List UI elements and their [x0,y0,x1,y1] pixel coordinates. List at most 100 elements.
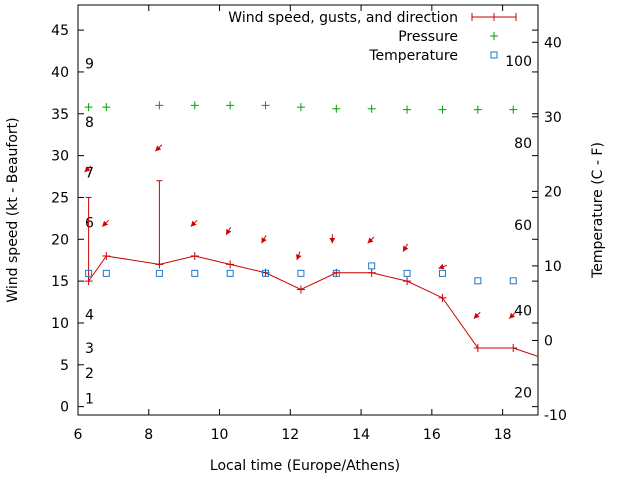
y2-tick-label: 40 [544,35,562,51]
y-tick-label: 0 [60,400,69,416]
y-tick-label: 40 [51,65,69,81]
x-tick-label: 6 [74,427,83,443]
pressure-point [102,103,111,112]
y2-tick-label: 10 [544,259,562,275]
beaufort-label: 2 [85,366,94,382]
pressure-point [296,103,305,112]
x-tick-label: 10 [211,427,229,443]
temperature-point [403,269,411,277]
pressure-point [509,105,518,114]
beaufort-label: 3 [85,341,94,357]
beaufort-label: 6 [85,216,94,232]
pressure-point [155,101,164,110]
temperature-point [509,277,517,285]
y2-tick-label: -10 [544,408,567,424]
pressure-point [473,105,482,114]
pressure-point [438,105,447,114]
pressure-point [226,101,235,110]
x-tick-label: 16 [423,427,441,443]
legend-label: Wind speed, gusts, and direction [228,10,458,26]
temperature-point [474,277,482,285]
pressure-point [84,103,93,112]
temperature-point [85,269,93,277]
wind-speed-line [88,255,538,357]
temperature-point [297,269,305,277]
y2-tick-label: 20 [544,184,562,200]
wind-point [438,293,447,302]
y-axis-left: 0 5 10 15 20 25 30 35 40 45 [51,23,538,416]
fahrenheit-label: 100 [505,54,532,70]
wind-direction-arrow-head [190,220,197,227]
fahrenheit-label: 20 [514,386,532,402]
pressure-point [190,101,199,110]
wind-point [296,285,305,294]
wind-direction-arrow-head [438,263,445,270]
wind-direction-arrow-head [155,145,162,152]
y-tick-label: 30 [51,149,69,165]
plot-frame [77,4,539,416]
wind-direction-arrow-head [261,237,267,244]
wind-point [367,268,376,277]
pressure-point [261,101,270,110]
fahrenheit-label: 60 [514,218,532,234]
y-axis-right: -10 0 10 20 30 40 [532,35,567,424]
wind-direction-arrow-head [329,238,336,244]
y2-tick-label: 0 [544,333,553,349]
x-axis: 6 8 10 12 14 16 18 [74,5,512,443]
temperature-point [332,269,340,277]
wind-direction-arrow-head [296,254,302,261]
y-tick-label: 5 [60,358,69,374]
wind-direction-arrow-head [102,220,109,227]
temperature-point [438,269,446,277]
legend-marker-pressure [490,32,498,40]
beaufort-label: 1 [85,391,94,407]
x-axis-title: Local time (Europe/Athens) [210,458,400,474]
beaufort-label: 9 [85,57,94,73]
y-axis-title: Wind speed (kt - Beaufort) [5,117,21,302]
series-layer [84,101,538,357]
beaufort-label: 7 [85,165,94,181]
beaufort-label: 4 [85,308,94,324]
legend-marker-temperature [490,51,498,59]
wind-point [473,344,482,353]
temperature-point [155,269,163,277]
wind-direction-arrow-head [367,237,374,244]
y-tick-label: 10 [51,316,69,332]
scale-labels: 1 2 3 4 6 7 8 9 20 40 60 80 100 [85,54,532,407]
temperature-point [226,269,234,277]
wind-direction-arrow-head [84,166,91,173]
wind-direction-arrow-head [403,245,409,252]
wind-direction-arrow-head [473,312,480,319]
temperature-point [191,269,199,277]
wind-point [226,260,235,269]
y2-tick-label: 30 [544,110,562,126]
x-tick-label: 14 [352,427,370,443]
y-tick-label: 15 [51,274,69,290]
pressure-point [403,105,412,114]
y2-axis-title: Temperature (C - F) [590,142,606,279]
y-tick-label: 35 [51,107,69,123]
x-tick-label: 18 [494,427,512,443]
wind-direction-arrow-head [226,228,232,235]
y-tick-label: 25 [51,190,69,206]
y-tick-label: 45 [51,23,69,39]
temperature-point [368,262,376,270]
wind-point [509,344,518,353]
temperature-point [262,269,270,277]
fahrenheit-label: 80 [514,136,532,152]
legend-label: Pressure [398,29,458,45]
x-tick-label: 12 [281,427,299,443]
wind-point [190,252,199,261]
y-tick-label: 20 [51,232,69,248]
x-tick-label: 8 [144,427,153,443]
legend: Wind speed, gusts, and direction Pressure… [228,10,517,64]
temperature-point [102,269,110,277]
legend-label: Temperature [368,48,458,64]
fahrenheit-label: 40 [514,304,532,320]
wind-point [102,252,111,261]
pressure-point [332,104,341,113]
beaufort-label: 8 [85,115,94,131]
pressure-point [367,104,376,113]
wind-direction-arrow-head [509,312,515,319]
